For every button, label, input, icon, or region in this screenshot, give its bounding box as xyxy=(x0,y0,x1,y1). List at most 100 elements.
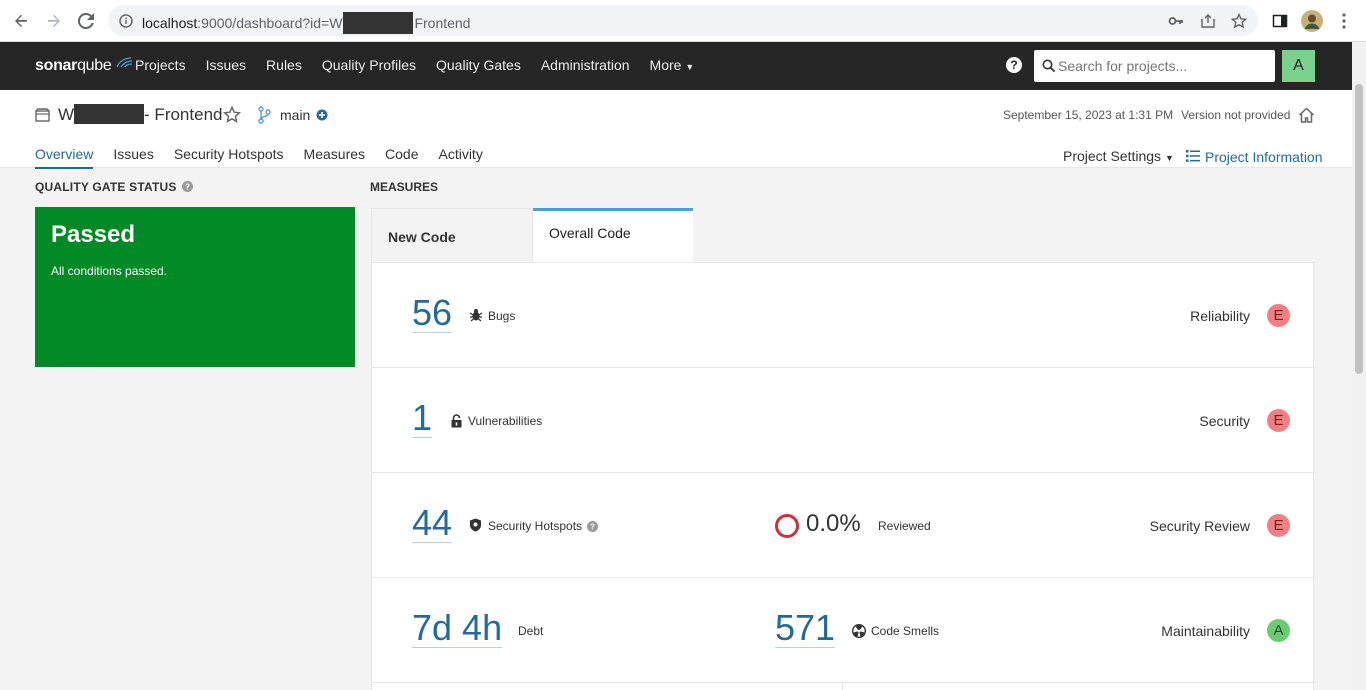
nav-issues[interactable]: Issues xyxy=(205,57,247,73)
tab-security-hotspots[interactable]: Security Hotspots xyxy=(173,146,284,162)
help-icon[interactable]: ? xyxy=(1006,57,1022,73)
quality-gate-message: All conditions passed. xyxy=(51,264,168,278)
list-icon xyxy=(1186,150,1200,162)
tab-overall-code[interactable]: Overall Code xyxy=(533,208,693,263)
maintainability-label: Maintainability xyxy=(1161,623,1250,639)
project-search[interactable] xyxy=(1034,50,1275,82)
hotspots-reviewed-percent[interactable]: 0.0% xyxy=(806,510,861,537)
nav-quality-gates[interactable]: Quality Gates xyxy=(436,57,521,73)
search-input[interactable] xyxy=(1058,50,1268,82)
analysis-date: September 15, 2023 at 1:31 PM xyxy=(1003,108,1174,122)
project-name-suffix: - Frontend xyxy=(144,105,223,124)
sonarqube-logo[interactable]: sonarqube xyxy=(35,56,134,75)
nav-projects[interactable]: Projects xyxy=(135,57,186,73)
debt-label: Debt xyxy=(518,624,544,638)
profile-avatar-icon[interactable] xyxy=(1300,9,1324,33)
nav-quality-profiles[interactable]: Quality Profiles xyxy=(321,57,416,73)
help-circle-icon[interactable]: ? xyxy=(587,521,598,532)
reliability-label: Reliability xyxy=(1190,308,1250,324)
key-icon[interactable] xyxy=(1166,11,1186,31)
project-version: Version not provided xyxy=(1181,108,1291,122)
vulnerabilities-row: 1 Vulnerabilities Security E xyxy=(372,368,1315,473)
nav-more-label: More xyxy=(649,57,682,73)
row-divider xyxy=(842,683,843,690)
info-icon[interactable] xyxy=(116,11,136,31)
nav-more[interactable]: More ▼ xyxy=(650,57,695,73)
bugs-label: Bugs xyxy=(488,309,516,323)
search-icon xyxy=(1042,59,1056,73)
url-host: localhost xyxy=(142,15,198,31)
logo-text-a: sonar xyxy=(35,57,78,74)
home-icon[interactable] xyxy=(1298,107,1315,123)
project-information-link[interactable]: Project Information xyxy=(1205,149,1323,165)
project-name[interactable]: W - Frontend xyxy=(58,104,222,125)
tab-code[interactable]: Code xyxy=(385,146,419,162)
logo-text-b: qube xyxy=(77,57,112,74)
user-avatar[interactable]: A xyxy=(1282,50,1315,82)
quality-gate-title-text: QUALITY GATE STATUS xyxy=(35,180,177,194)
svg-text:?: ? xyxy=(590,523,595,532)
security-review-label: Security Review xyxy=(1149,518,1250,534)
forward-icon[interactable] xyxy=(42,9,66,33)
share-icon[interactable] xyxy=(1198,11,1218,31)
maintainability-rating[interactable]: A xyxy=(1267,619,1290,642)
code-smell-icon xyxy=(852,624,866,638)
nav-rules[interactable]: Rules xyxy=(266,57,302,73)
bugs-row: 56 Bugs Reliability E xyxy=(372,263,1315,368)
security-review-rating[interactable]: E xyxy=(1267,514,1290,537)
sidepanel-icon[interactable] xyxy=(1268,9,1292,33)
redacted-block xyxy=(343,12,414,34)
main-menu: Projects Issues Rules Quality Profiles Q… xyxy=(135,57,714,73)
tab-overall-code-label: Overall Code xyxy=(549,225,631,241)
measures-panel: 56 Bugs Reliability E 1 Vulnerabilities … xyxy=(371,262,1315,690)
project-settings-menu[interactable]: Project Settings ▼ xyxy=(1063,148,1174,164)
reviewed-label: Reviewed xyxy=(878,519,931,533)
tab-new-code[interactable]: New Code xyxy=(371,208,533,263)
url-path-end: Frontend xyxy=(414,15,471,31)
quality-gate-status: Passed xyxy=(51,221,136,248)
svg-text:?: ? xyxy=(185,183,190,192)
help-circle-icon[interactable]: ? xyxy=(182,181,194,192)
favorite-star-icon[interactable] xyxy=(223,106,241,124)
maintainability-row: 7d 4h Debt 571 Code Smells Maintainabili… xyxy=(372,578,1315,683)
vulnerabilities-count[interactable]: 1 xyxy=(412,397,433,438)
page-scrollbar[interactable] xyxy=(1352,42,1366,690)
branch-icon xyxy=(258,106,271,124)
address-bar[interactable]: localhost:9000/dashboard?id=W Frontend xyxy=(108,5,1258,36)
debt-value[interactable]: 7d 4h xyxy=(412,607,503,648)
bookmark-star-icon[interactable] xyxy=(1229,11,1249,31)
tab-activity[interactable]: Activity xyxy=(438,146,483,162)
reliability-rating[interactable]: E xyxy=(1267,304,1290,327)
project-header: W - Frontend main September 15, 2023 at 1… xyxy=(0,90,1352,169)
security-rating[interactable]: E xyxy=(1267,409,1290,432)
branch-name[interactable]: main xyxy=(280,107,311,123)
hotspots-count[interactable]: 44 xyxy=(412,502,453,543)
quality-gate-status-box: Passed All conditions passed. xyxy=(35,207,355,367)
shield-icon xyxy=(470,518,481,532)
tab-new-code-label: New Code xyxy=(388,229,456,245)
bugs-count[interactable]: 56 xyxy=(412,292,453,333)
hotspots-label: Security Hotspots xyxy=(488,519,583,533)
kebab-menu-icon[interactable] xyxy=(1332,9,1356,33)
url-path-start: :9000/dashboard?id=W xyxy=(197,15,343,31)
project-icon xyxy=(35,108,50,122)
plus-circle-icon[interactable] xyxy=(316,109,328,121)
nav-administration[interactable]: Administration xyxy=(540,57,630,73)
code-smells-label: Code Smells xyxy=(871,624,940,638)
tab-measures[interactable]: Measures xyxy=(303,146,366,162)
scrollbar-thumb[interactable] xyxy=(1355,84,1363,374)
caret-down-icon: ▼ xyxy=(685,62,695,72)
measures-title: MEASURES xyxy=(370,180,439,194)
vulnerabilities-label: Vulnerabilities xyxy=(468,414,543,428)
back-icon[interactable] xyxy=(9,9,33,33)
quality-gate-title: QUALITY GATE STATUS ? xyxy=(35,180,194,194)
reviewed-donut-icon xyxy=(775,514,799,538)
code-smells-count[interactable]: 571 xyxy=(775,607,836,648)
reload-icon[interactable] xyxy=(74,9,98,33)
tab-issues[interactable]: Issues xyxy=(113,146,154,162)
tab-overview[interactable]: Overview xyxy=(35,146,94,169)
logo-waves-icon xyxy=(116,57,132,68)
project-name-prefix: W xyxy=(58,105,75,124)
security-label: Security xyxy=(1199,413,1250,429)
project-settings-label: Project Settings xyxy=(1063,148,1162,164)
